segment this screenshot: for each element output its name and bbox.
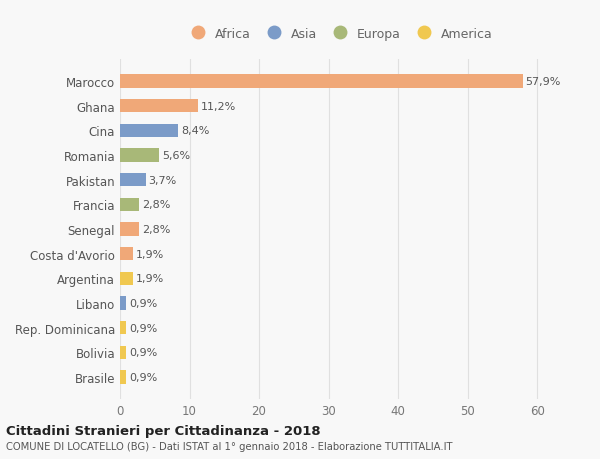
- Text: 5,6%: 5,6%: [162, 151, 190, 161]
- Legend: Africa, Asia, Europa, America: Africa, Asia, Europa, America: [182, 25, 496, 43]
- Bar: [120, 149, 159, 162]
- Text: 1,9%: 1,9%: [136, 274, 164, 284]
- Bar: [120, 346, 126, 359]
- Text: 0,9%: 0,9%: [129, 298, 157, 308]
- Text: 3,7%: 3,7%: [149, 175, 177, 185]
- Bar: [120, 223, 139, 236]
- Text: 0,9%: 0,9%: [129, 323, 157, 333]
- Bar: [120, 124, 178, 138]
- Text: COMUNE DI LOCATELLO (BG) - Dati ISTAT al 1° gennaio 2018 - Elaborazione TUTTITAL: COMUNE DI LOCATELLO (BG) - Dati ISTAT al…: [6, 441, 452, 451]
- Text: 8,4%: 8,4%: [181, 126, 209, 136]
- Bar: [120, 198, 139, 212]
- Bar: [120, 174, 146, 187]
- Text: 2,8%: 2,8%: [142, 200, 170, 210]
- Bar: [120, 100, 198, 113]
- Text: 11,2%: 11,2%: [200, 101, 236, 112]
- Text: 2,8%: 2,8%: [142, 224, 170, 235]
- Bar: [120, 272, 133, 285]
- Text: 0,9%: 0,9%: [129, 372, 157, 382]
- Bar: [120, 321, 126, 335]
- Bar: [120, 247, 133, 261]
- Text: 1,9%: 1,9%: [136, 249, 164, 259]
- Bar: [120, 75, 523, 89]
- Text: 0,9%: 0,9%: [129, 347, 157, 358]
- Bar: [120, 297, 126, 310]
- Text: Cittadini Stranieri per Cittadinanza - 2018: Cittadini Stranieri per Cittadinanza - 2…: [6, 424, 320, 437]
- Text: 57,9%: 57,9%: [526, 77, 560, 87]
- Bar: [120, 370, 126, 384]
